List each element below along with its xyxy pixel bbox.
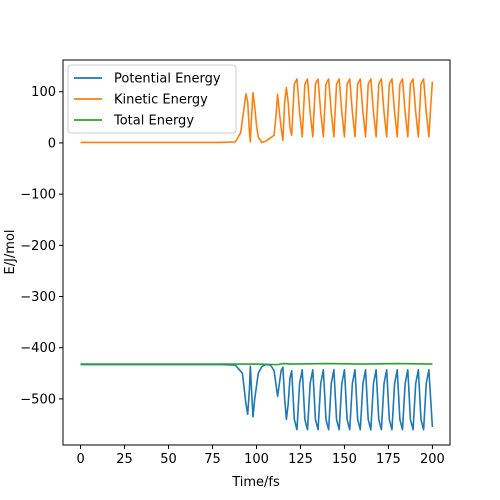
plot-lines <box>80 78 434 431</box>
x-tick-label: 50 <box>160 452 177 467</box>
y-tick-label: −500 <box>20 392 56 407</box>
y-axis-label: E/J/mol <box>3 229 18 274</box>
legend: Potential Energy Kinetic Energy Total Ener… <box>67 64 237 134</box>
y-tick-label: −100 <box>20 188 56 203</box>
y-axis-ticks: 100 0 −100 −200 −300 −400 −500 <box>20 85 63 407</box>
y-tick-label: 100 <box>31 85 56 100</box>
legend-label: Total Energy <box>113 114 194 129</box>
y-tick-label: −400 <box>20 341 56 356</box>
series-line-total-energy <box>80 362 433 366</box>
series-line-potential-energy <box>80 363 434 431</box>
x-tick-label: 0 <box>76 452 84 467</box>
series-line-kinetic-energy <box>80 78 434 144</box>
y-tick-label: 0 <box>48 136 56 151</box>
x-tick-label: 100 <box>244 452 269 467</box>
x-tick-label: 125 <box>288 452 313 467</box>
x-tick-label: 175 <box>376 452 401 467</box>
x-tick-label: 75 <box>204 452 221 467</box>
y-tick-label: −200 <box>20 239 56 254</box>
legend-box <box>67 64 237 134</box>
x-tick-label: 200 <box>420 452 445 467</box>
x-axis-label: Time/fs <box>231 475 280 490</box>
x-axis-ticks: 0 25 50 75 100 125 150 175 200 <box>76 445 445 467</box>
y-tick-label: −300 <box>20 290 56 305</box>
legend-label: Kinetic Energy <box>114 93 208 108</box>
x-tick-label: 150 <box>332 452 357 467</box>
x-tick-label: 25 <box>116 452 133 467</box>
legend-label: Potential Energy <box>114 72 221 87</box>
